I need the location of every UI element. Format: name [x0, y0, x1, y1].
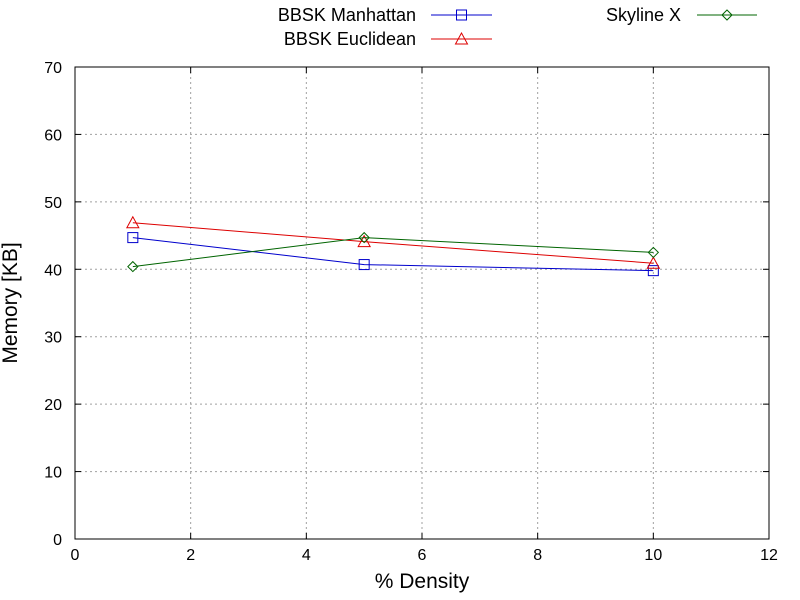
data-point-bbsk-manhattan [127, 232, 139, 244]
x-tick-label: 10 [644, 547, 662, 564]
data-point-bbsk-manhattan [647, 265, 659, 277]
legend-marker [456, 9, 467, 21]
axis-ticks: 0 2 4 6 8 10 12 0 10 20 30 40 50 60 70 [44, 60, 778, 564]
y-tick-label: 40 [44, 262, 62, 279]
data-point-bbsk-manhattan [358, 259, 370, 271]
legend-marker [721, 9, 733, 21]
legend-entry-bbsk-euclidean: BBSK Euclidean [284, 29, 492, 49]
legend-entry-bbsk-manhattan: BBSK Manhattan [278, 5, 492, 25]
y-tick-label: 20 [44, 397, 62, 414]
legend-label: BBSK Euclidean [284, 29, 416, 49]
y-tick-label: 70 [44, 60, 62, 77]
series-bbsk-euclidean [125, 215, 661, 269]
series-layer [125, 215, 661, 277]
series-line-bbsk-manhattan [132, 237, 654, 272]
data-point-bbsk-euclidean [125, 215, 140, 229]
y-tick-label: 10 [44, 465, 62, 482]
x-tick-label: 12 [760, 547, 778, 564]
x-tick-label: 8 [533, 547, 542, 564]
grid-lines [75, 67, 769, 539]
legend: BBSK Manhattan BBSK Euclidean Skyline X [278, 5, 757, 49]
data-point-skyline-x [358, 231, 370, 244]
x-tick-label: 0 [71, 547, 80, 564]
series-line-bbsk-euclidean [132, 222, 654, 264]
series-bbsk-manhattan [127, 232, 659, 277]
data-point-bbsk-euclidean [357, 234, 372, 248]
x-tick-label: 6 [418, 547, 427, 564]
x-axis-title: % Density [375, 570, 470, 593]
series-line-skyline-x [132, 237, 654, 268]
y-tick-label: 0 [53, 532, 62, 549]
y-tick-label: 30 [44, 330, 62, 347]
data-point-skyline-x [647, 246, 660, 259]
y-tick-label: 60 [44, 127, 62, 144]
series-skyline-x [127, 231, 660, 273]
data-point-bbsk-euclidean [646, 256, 661, 269]
legend-label: BBSK Manhattan [278, 5, 416, 25]
legend-label: Skyline X [606, 5, 681, 25]
legend-entry-skyline-x: Skyline X [606, 5, 757, 25]
y-tick-label: 50 [44, 195, 62, 212]
data-point-skyline-x [127, 260, 139, 273]
x-tick-label: 2 [186, 547, 195, 564]
legend-marker [454, 31, 469, 45]
x-tick-label: 4 [302, 547, 311, 564]
y-axis-title: Memory [KB] [0, 242, 22, 363]
